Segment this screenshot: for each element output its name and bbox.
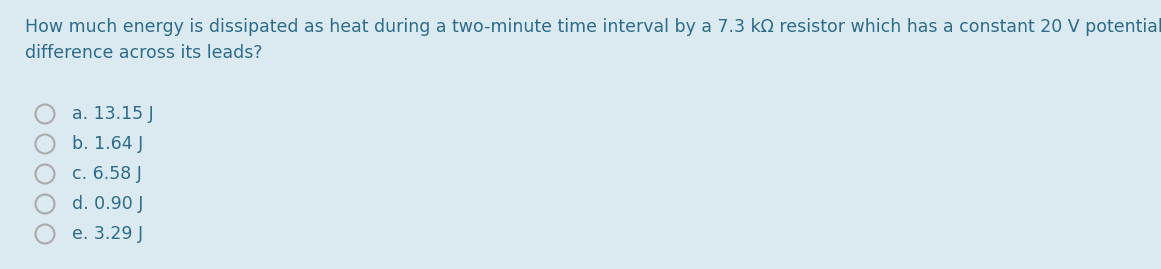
Text: e. 3.29 J: e. 3.29 J xyxy=(72,225,143,243)
Text: How much energy is dissipated as heat during a two-minute time interval by a 7.3: How much energy is dissipated as heat du… xyxy=(26,18,1161,62)
Text: b. 1.64 J: b. 1.64 J xyxy=(72,135,143,153)
Text: d. 0.90 J: d. 0.90 J xyxy=(72,195,143,213)
Text: c. 6.58 J: c. 6.58 J xyxy=(72,165,142,183)
Text: a. 13.15 J: a. 13.15 J xyxy=(72,105,153,123)
